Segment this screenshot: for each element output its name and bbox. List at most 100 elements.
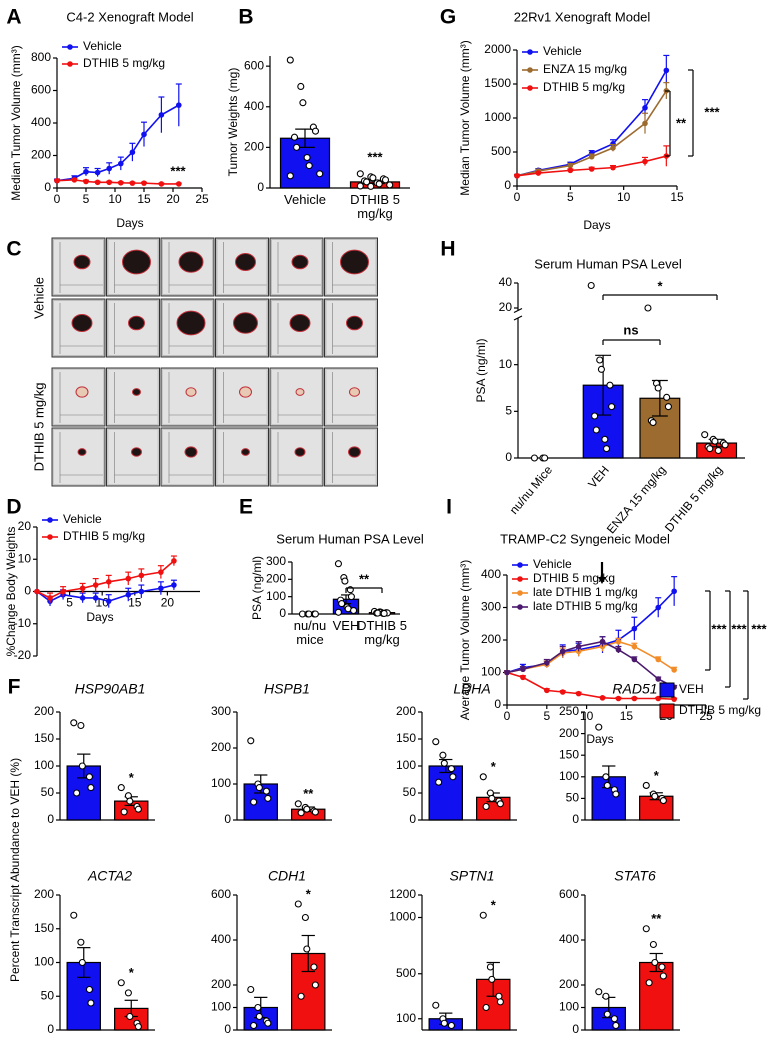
- significance: *: [306, 886, 312, 901]
- y-tick-label: 150: [34, 921, 54, 935]
- data-point: [602, 445, 611, 453]
- data-point: [158, 112, 165, 118]
- panel-label: C: [6, 238, 21, 261]
- data-point: [649, 940, 657, 949]
- legend-marker: [517, 604, 523, 610]
- data-point: [94, 179, 101, 186]
- data-point: [651, 792, 659, 800]
- photo-ruler: [163, 430, 212, 484]
- data-point: [250, 798, 258, 806]
- data-point: [610, 145, 616, 151]
- data-point: [599, 638, 606, 645]
- data-point: [655, 604, 662, 611]
- x-tick-label: 15: [620, 709, 634, 723]
- y-tick-label: 0: [572, 812, 579, 826]
- data-point: [488, 794, 496, 802]
- tumor: [75, 386, 89, 398]
- data-point: [440, 1019, 448, 1027]
- data-point: [375, 180, 383, 188]
- data-point: [575, 643, 582, 650]
- legend-label: DTHIB 5 mg/kg: [83, 56, 165, 70]
- data-point: [34, 588, 40, 595]
- data-point: [671, 667, 677, 673]
- x-axis-label: Days: [583, 218, 610, 232]
- data-point: [588, 166, 595, 172]
- data-point: [87, 784, 95, 792]
- panel-label: G: [440, 6, 456, 29]
- y-tick-label: 0: [409, 812, 416, 826]
- y-tick-label: 200: [34, 887, 54, 901]
- data-point: [290, 133, 299, 141]
- y-axis-label: Median Tumor Volume (mm³): [9, 45, 23, 200]
- data-point: [78, 762, 86, 770]
- y-tick-label: 0: [224, 812, 231, 826]
- data-point: [247, 737, 255, 745]
- data-point: [77, 721, 85, 730]
- data-point: [610, 141, 616, 147]
- x-tick-label: DTHIB 5 mg/kg: [350, 192, 400, 221]
- data-point: [599, 695, 606, 701]
- x-tick-label: 0: [504, 709, 511, 723]
- x-tick-label: VEH: [332, 618, 360, 633]
- data-point: [176, 181, 182, 187]
- data-point: [610, 164, 616, 171]
- data-point: [592, 426, 600, 434]
- data-point: [591, 412, 599, 420]
- y-tick-label: 0: [24, 584, 31, 598]
- data-point: [595, 988, 603, 996]
- data-point: [158, 585, 164, 592]
- x-tick-label: 20: [166, 192, 180, 206]
- data-point: [671, 696, 677, 702]
- data-point: [158, 569, 164, 575]
- data-point: [286, 172, 294, 180]
- series-line: [506, 671, 675, 700]
- data-point: [255, 1012, 263, 1021]
- significance: **: [676, 115, 687, 130]
- data-point: [642, 781, 650, 789]
- data-point: [73, 789, 81, 797]
- photo-ruler: [272, 430, 321, 484]
- y-tick-label: 200: [244, 140, 264, 154]
- x-tick-label: 20: [161, 596, 175, 610]
- significance: **: [303, 786, 314, 801]
- y-tick-label: 150: [559, 747, 579, 761]
- data-point: [671, 588, 677, 595]
- data-point: [247, 985, 255, 994]
- photo-ruler: [163, 370, 212, 424]
- data-point: [520, 674, 526, 681]
- data-point: [567, 162, 574, 169]
- y-tick-label: 300: [211, 704, 231, 718]
- series-line: [36, 560, 175, 599]
- data-point: [601, 435, 609, 443]
- data-point: [535, 170, 542, 176]
- data-point: [631, 625, 638, 632]
- chart-title: C4-2 Xenograft Model: [66, 9, 193, 24]
- photo-ruler: [217, 370, 267, 424]
- data-point: [479, 773, 487, 781]
- data-point: [310, 963, 318, 971]
- legend-marker: [67, 61, 73, 67]
- data-point: [488, 975, 496, 983]
- legend-label: late DTHIB 5 mg/kg: [533, 599, 638, 613]
- significance: ***: [367, 149, 383, 164]
- y-tick-label: 100: [481, 665, 501, 679]
- y-axis-label: PSA (ng/ml): [250, 556, 264, 620]
- photo-ruler: [54, 370, 103, 424]
- y-axis-label: Median Tumor Volume (mm³): [458, 40, 472, 195]
- data-point: [311, 981, 319, 989]
- data-point: [124, 989, 132, 997]
- legend-label: Vehicle: [533, 557, 572, 571]
- data-point: [294, 900, 302, 908]
- data-point: [608, 403, 616, 411]
- data-point: [530, 454, 539, 462]
- data-point: [567, 167, 574, 174]
- data-point: [659, 797, 667, 805]
- data-point: [356, 170, 364, 178]
- legend-swatch: [659, 703, 675, 719]
- panel-label: F: [8, 676, 21, 699]
- y-tick-label: 100: [34, 758, 54, 772]
- significance: *: [491, 759, 497, 774]
- data-point: [134, 805, 142, 813]
- data-point: [125, 591, 132, 598]
- tumor: [291, 254, 309, 270]
